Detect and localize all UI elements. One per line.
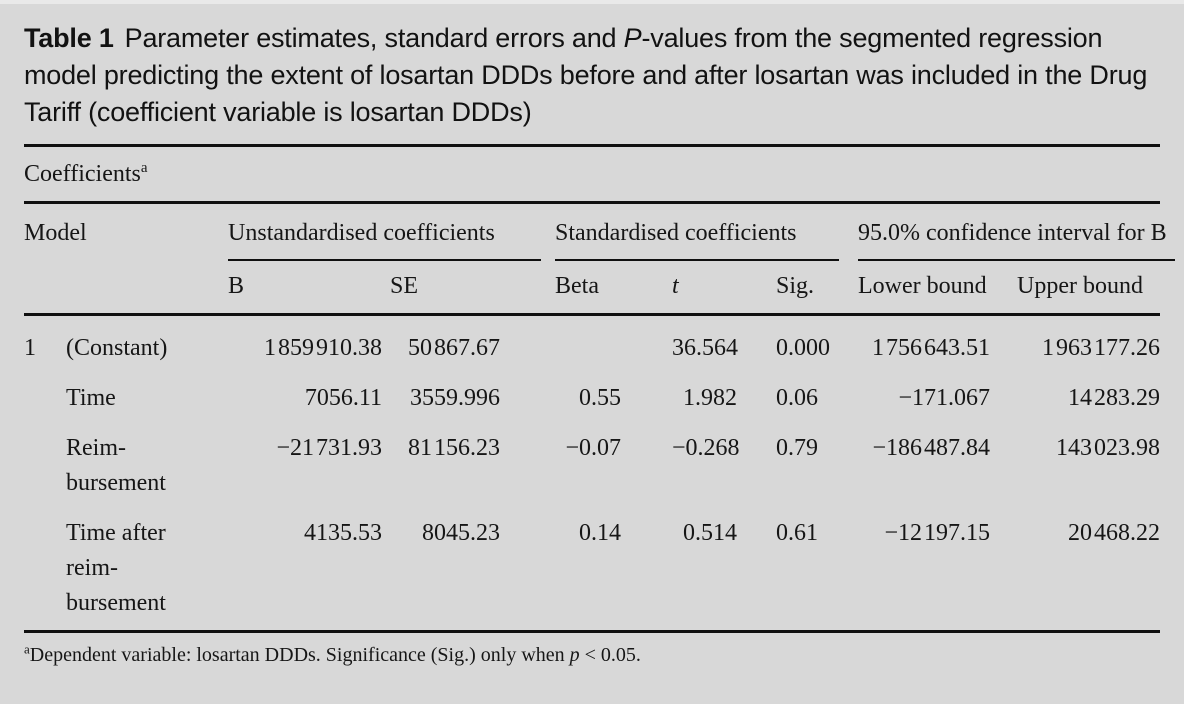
col-header-t: t	[672, 261, 777, 316]
cell-variable-label: (Constant)	[66, 335, 168, 361]
cell-lower-bound: −12 197.15	[858, 501, 1018, 633]
table-row-time: Time 7056.11 3559.996 0.55 1.982 0.06 −1…	[24, 366, 1160, 416]
caption-italic-p: P	[623, 23, 642, 53]
group-confidence-interval-cell: 95.0% confidence interval for B	[858, 204, 1176, 261]
cell-upper-bound: 143 023.98	[1056, 435, 1161, 461]
cell-se: 81 156.23	[408, 435, 501, 461]
top-rule	[24, 144, 1160, 147]
col-header-beta: Beta	[555, 261, 673, 316]
table-number: Table 1	[24, 23, 114, 53]
group-unstandardised-label: Unstandardised coefficients	[228, 217, 542, 261]
cell-variable-label: Time	[66, 385, 116, 411]
col-header-sig: Sig.	[776, 261, 859, 316]
cell-beta: 0.14	[555, 501, 673, 633]
cell-t: 0.514	[672, 501, 777, 633]
table-caption: Table 1 Parameter estimates, standard err…	[0, 4, 1184, 131]
cell-upper-bound: 20 468.22	[1017, 501, 1161, 633]
model-header-cell: Model	[24, 220, 87, 246]
cell-t: −0.268	[672, 435, 740, 461]
cell-beta: 0.55	[579, 385, 622, 411]
cell-model-no	[24, 501, 66, 633]
cell-lower-bound: −171.067	[898, 385, 991, 411]
footnote-marker: a	[24, 641, 30, 657]
cell-sig: 0.06	[776, 385, 819, 411]
group-standardised-cell: Standardised coefficients	[555, 204, 858, 261]
cell-b: −21 731.93	[276, 435, 383, 461]
table-footnote: aDependent variable: losartan DDDs. Sign…	[0, 633, 1184, 668]
cell-se: 3559.996	[410, 385, 501, 411]
coefficients-footnote-marker: a	[140, 160, 148, 176]
cell-b: 7056.11	[304, 385, 383, 411]
column-header-row: B SE Beta t Sig. Lower bound Upper bound	[24, 261, 1161, 316]
coefficients-section-header: Coefficientsa	[0, 147, 1184, 201]
cell-model-no	[24, 416, 66, 501]
cell-upper-bound: 1 963 177.26	[1042, 335, 1161, 361]
cell-model-no: 1	[24, 335, 36, 361]
regression-table: Model Unstandardised coefficients Standa…	[24, 204, 1176, 633]
cell-se: 50 867.67	[408, 335, 501, 361]
table-row-reimbursement: Reim- bursement −21 731.93 81 156.23 −0.…	[24, 416, 1160, 501]
cell-b: 4135.53	[228, 501, 391, 633]
page-top-edge	[0, 0, 1184, 4]
cell-t: 36.564	[672, 335, 739, 361]
group-confidence-interval-label: 95.0% confidence interval for B	[858, 217, 1176, 261]
cell-upper-bound: 14 283.29	[1068, 385, 1161, 411]
cell-b: 1 859 910.38	[264, 335, 383, 361]
cell-sig: 0.000	[776, 335, 831, 361]
group-standardised-label: Standardised coefficients	[555, 217, 840, 261]
group-unstandardised-cell: Unstandardised coefficients	[228, 204, 555, 261]
col-header-upper-bound: Upper bound	[1017, 261, 1161, 316]
footnote-italic-p: p	[569, 644, 580, 666]
cell-sig: 0.79	[776, 435, 819, 461]
caption-text-after-p: -values from the segmented regression mo…	[24, 23, 1148, 127]
footnote-text-after-p: < 0.05.	[579, 644, 641, 666]
cell-model-no	[24, 366, 66, 416]
cell-lower-bound: 1 756 643.51	[872, 335, 991, 361]
group-header-row: Model Unstandardised coefficients Standa…	[24, 204, 1176, 261]
col-header-b: B	[228, 261, 391, 316]
coefficients-label: Coefficients	[24, 161, 141, 187]
cell-variable-label: Time after reim- bursement	[66, 501, 229, 633]
table-row-constant: 1 (Constant) 1 859 910.38 50 867.67 36.5…	[24, 315, 1160, 367]
cell-beta	[555, 315, 672, 367]
col-header-se: SE	[390, 261, 556, 316]
footnote-text-before-p: Dependent variable: losartan DDDs. Signi…	[29, 644, 570, 666]
col-header-lower-bound: Lower bound	[858, 261, 1018, 316]
cell-t: 1.982	[683, 385, 738, 411]
empty-header-cell	[24, 261, 229, 316]
cell-se: 8045.23	[390, 501, 556, 633]
header-rule	[24, 201, 1160, 204]
table-row-time-after-reimbursement: Time after reim- bursement 4135.53 8045.…	[24, 501, 1161, 633]
cell-variable-label: Reim- bursement	[66, 435, 166, 496]
caption-text-before-p: Parameter estimates, standard errors and	[124, 23, 624, 53]
cell-sig: 0.61	[776, 501, 859, 633]
cell-beta: −0.07	[565, 435, 622, 461]
cell-lower-bound: −186 487.84	[872, 435, 991, 461]
